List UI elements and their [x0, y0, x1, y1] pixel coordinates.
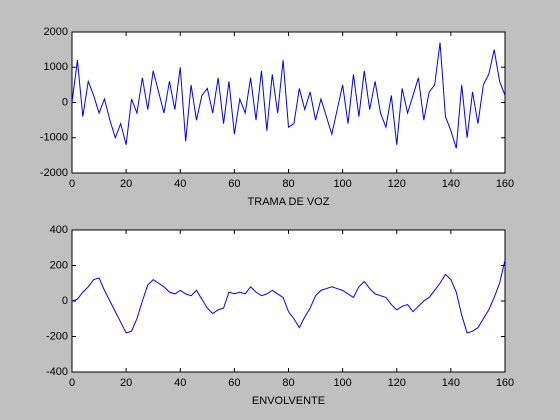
x-tick-label: 0 — [69, 377, 75, 389]
data-line — [71, 260, 506, 334]
x-tick-label: 140 — [442, 178, 460, 190]
x-axis-label: ENVOLVENTE — [252, 395, 325, 407]
x-tick-label: 60 — [228, 178, 240, 190]
y-tick-label: -2000 — [40, 167, 68, 179]
axes-background — [71, 229, 506, 373]
y-tick-label: 2000 — [44, 26, 68, 38]
data-line — [71, 42, 506, 149]
y-tick-label: -400 — [46, 366, 68, 378]
x-tick-label: 100 — [333, 178, 351, 190]
x-tick-label: 160 — [496, 377, 514, 389]
x-tick-label: 20 — [120, 377, 132, 389]
y-tick-label: 0 — [62, 96, 68, 108]
x-axis-label: TRAMA DE VOZ — [248, 196, 330, 208]
x-tick-label: 20 — [120, 178, 132, 190]
x-tick-label: 80 — [282, 377, 294, 389]
x-tick-label: 80 — [282, 178, 294, 190]
y-tick-label: 200 — [50, 259, 68, 271]
y-tick-label: -200 — [46, 330, 68, 342]
x-tick-label: 120 — [388, 377, 406, 389]
x-tick-label: 60 — [228, 377, 240, 389]
y-tick-label: 400 — [50, 224, 68, 236]
y-tick-label: 1000 — [44, 61, 68, 73]
axes-background — [71, 31, 506, 174]
y-tick-label: 0 — [62, 295, 68, 307]
x-tick-label: 40 — [174, 178, 186, 190]
x-tick-label: 100 — [333, 377, 351, 389]
y-tick-label: -1000 — [40, 132, 68, 144]
x-tick-label: 140 — [442, 377, 460, 389]
x-tick-label: 40 — [174, 377, 186, 389]
x-tick-label: 0 — [69, 178, 75, 190]
x-tick-label: 120 — [388, 178, 406, 190]
x-tick-label: 160 — [496, 178, 514, 190]
